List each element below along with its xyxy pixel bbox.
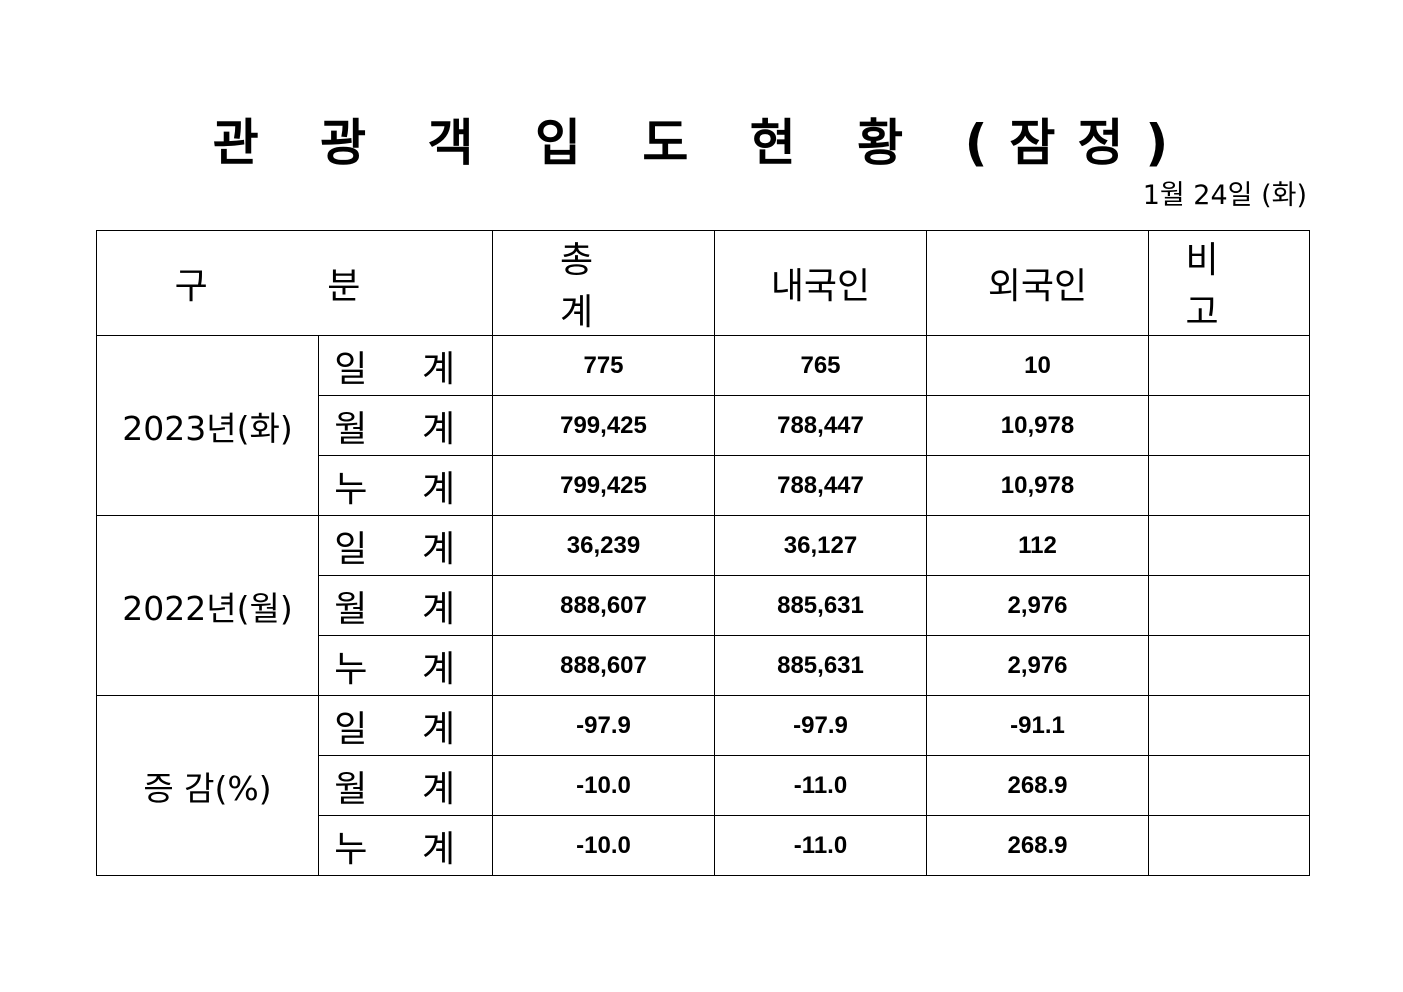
domestic-value: -97.9 <box>714 695 927 756</box>
foreign-value: 10,978 <box>926 395 1149 456</box>
row-sub-label: 월 계 <box>318 575 493 636</box>
domestic-value: 36,127 <box>714 515 927 576</box>
row-sub-label: 월 계 <box>318 395 493 456</box>
note-value <box>1148 455 1310 516</box>
row-sub-label: 일 계 <box>318 515 493 576</box>
table-header-row: 구 분 총 계 내국인 외국인 비 고 <box>96 230 1310 336</box>
table-row: 월 계 888,607 885,631 2,976 <box>97 575 1310 636</box>
foreign-value: 2,976 <box>926 635 1149 696</box>
domestic-value: 885,631 <box>714 575 927 636</box>
header-total: 총 계 <box>492 230 715 336</box>
foreign-value: -91.1 <box>926 695 1149 756</box>
note-value <box>1148 635 1310 696</box>
note-value <box>1148 575 1310 636</box>
note-value <box>1148 695 1310 756</box>
note-value <box>1148 335 1310 396</box>
total-value: 36,239 <box>492 515 715 576</box>
header-category: 구 분 <box>96 230 493 336</box>
domestic-value: -11.0 <box>714 815 927 876</box>
note-value <box>1148 755 1310 816</box>
table-row: 2022년(월) 일 계 36,239 36,127 112 <box>96 515 1310 696</box>
table-row: 누 계 799,425 788,447 10,978 <box>97 455 1310 516</box>
foreign-value: 268.9 <box>926 755 1149 816</box>
row-sub-label: 월 계 <box>318 755 493 816</box>
total-value: -97.9 <box>492 695 715 756</box>
header-note: 비 고 <box>1148 230 1310 336</box>
total-value: 888,607 <box>492 635 715 696</box>
row-sub-label: 일 계 <box>318 335 493 396</box>
domestic-value: -11.0 <box>714 755 927 816</box>
foreign-value: 10,978 <box>926 455 1149 516</box>
domestic-value: 788,447 <box>714 395 927 456</box>
foreign-value: 112 <box>926 515 1149 576</box>
domestic-value: 788,447 <box>714 455 927 516</box>
page-title: 관 광 객 입 도 현 황 (잠정) <box>212 114 1191 172</box>
total-value: 888,607 <box>492 575 715 636</box>
total-value: -10.0 <box>492 755 715 816</box>
total-value: 799,425 <box>492 395 715 456</box>
total-value: 775 <box>492 335 715 396</box>
note-value <box>1148 515 1310 576</box>
row-sub-label: 누 계 <box>318 815 493 876</box>
row-sub-label: 누 계 <box>318 635 493 696</box>
report-date: 1월 24일 (화) <box>1142 180 1307 211</box>
foreign-value: 2,976 <box>926 575 1149 636</box>
total-value: -10.0 <box>492 815 715 876</box>
note-value <box>1148 815 1310 876</box>
table-row: 월 계 -10.0 -11.0 268.9 <box>97 755 1310 816</box>
table-row: 증 감(%) 일 계 -97.9 -97.9 -91.1 <box>96 695 1310 876</box>
table-row: 누 계 888,607 885,631 2,976 <box>97 635 1310 696</box>
row-sub-label: 일 계 <box>318 695 493 756</box>
table-row: 2023년(화) 일 계 775 765 10 <box>96 335 1310 516</box>
tourist-arrival-table: 구 분 총 계 내국인 외국인 비 고 2023년(화) 일 계 775 765 10 월… <box>96 230 1310 876</box>
header-foreign: 외국인 <box>926 230 1149 336</box>
group-label: 증 감(%) <box>96 695 319 876</box>
foreign-value: 268.9 <box>926 815 1149 876</box>
table-row: 누 계 -10.0 -11.0 268.9 <box>97 815 1310 876</box>
row-sub-label: 누 계 <box>318 455 493 516</box>
header-domestic: 내국인 <box>714 230 927 336</box>
foreign-value: 10 <box>926 335 1149 396</box>
domestic-value: 885,631 <box>714 635 927 696</box>
note-value <box>1148 395 1310 456</box>
domestic-value: 765 <box>714 335 927 396</box>
group-label: 2023년(화) <box>96 335 319 516</box>
group-label: 2022년(월) <box>96 515 319 696</box>
total-value: 799,425 <box>492 455 715 516</box>
